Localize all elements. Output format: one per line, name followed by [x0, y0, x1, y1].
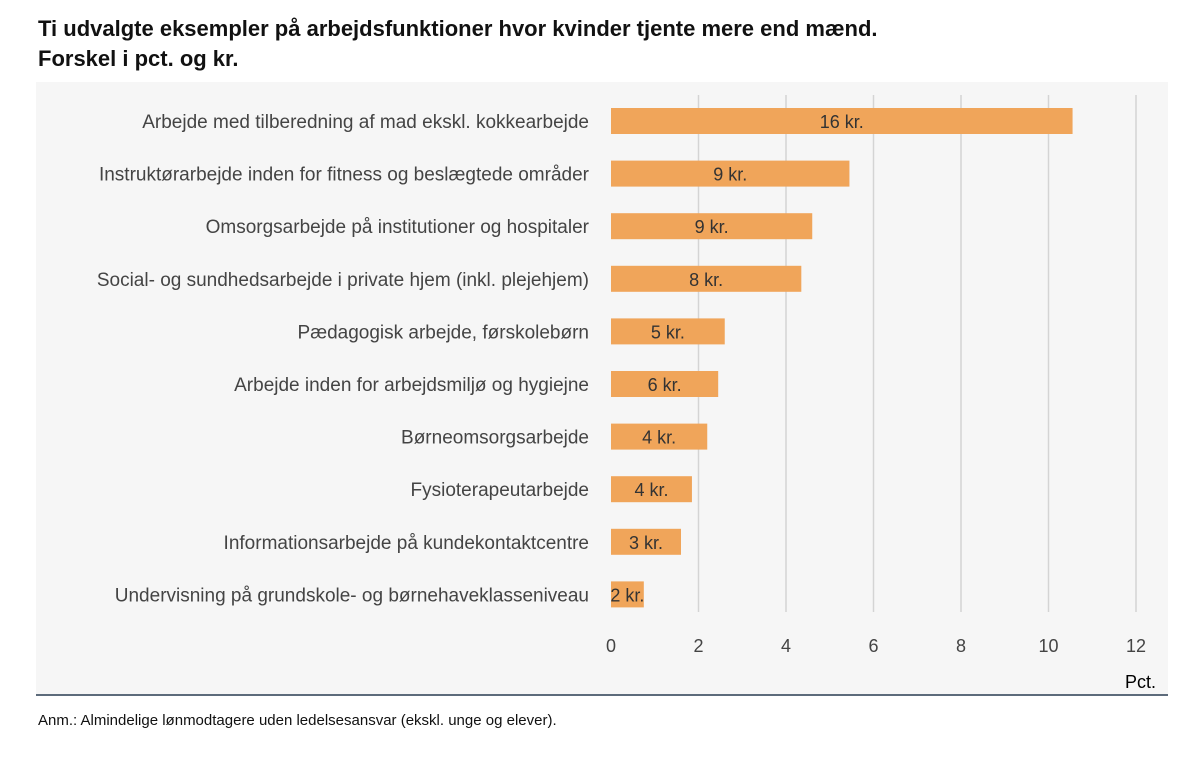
- category-label: Undervisning på grundskole- og børnehave…: [115, 585, 589, 606]
- bar: [611, 371, 719, 397]
- category-label: Børneomsorgsarbejde: [401, 428, 589, 449]
- bar: [611, 476, 692, 503]
- chart-title-line-1: Ti udvalgte eksempler på arbejdsfunktion…: [38, 16, 878, 41]
- category-label: Arbejde med tilberedning af mad ekskl. k…: [142, 112, 589, 133]
- x-tick-label: 12: [1126, 636, 1146, 656]
- data-label: 9 kr.: [695, 217, 729, 237]
- x-tick-label: 4: [781, 636, 791, 656]
- data-label: 8 kr.: [689, 270, 723, 290]
- category-label: Fysioterapeutarbejde: [411, 480, 590, 501]
- category-label: Informationsarbejde på kundekontaktcentr…: [224, 533, 589, 554]
- x-tick-label: 10: [1038, 636, 1058, 656]
- category-label: Social- og sundhedsarbejde i private hje…: [97, 270, 589, 291]
- data-label: 4 kr.: [642, 428, 676, 448]
- bar: [611, 108, 1073, 134]
- bar: [611, 160, 850, 187]
- x-tick-label: 0: [606, 636, 616, 656]
- data-label: 16 kr.: [820, 112, 864, 132]
- chart-title-line-2: Forskel i pct. og kr.: [38, 46, 239, 71]
- category-label: Omsorgsarbejde på institutioner og hospi…: [206, 217, 590, 238]
- category-label: Instruktørarbejde inden for fitness og b…: [99, 165, 590, 186]
- data-label: 2 kr.: [610, 585, 644, 605]
- data-label: 4 kr.: [634, 480, 668, 500]
- category-label: Arbejde inden for arbejdsmiljø og hygiej…: [234, 375, 589, 396]
- bar: [611, 423, 708, 450]
- data-label: 6 kr.: [648, 375, 682, 395]
- bar: [611, 581, 644, 608]
- data-label: 9 kr.: [713, 165, 747, 185]
- plot-area: [36, 82, 1168, 694]
- footer-divider: [36, 694, 1168, 696]
- bar: [611, 528, 681, 555]
- x-axis-unit-label: Pct.: [1125, 672, 1156, 692]
- x-tick-label: 2: [693, 636, 703, 656]
- bar: [611, 265, 802, 292]
- data-label: 5 kr.: [651, 322, 685, 342]
- x-tick-label: 8: [956, 636, 966, 656]
- bar: [611, 213, 813, 240]
- data-label: 3 kr.: [629, 533, 663, 553]
- chart-title: Ti udvalgte eksempler på arbejdsfunktion…: [38, 14, 878, 74]
- footnote: Anm.: Almindelige lønmodtagere uden lede…: [38, 712, 557, 729]
- category-labels: Arbejde med tilberedning af mad ekskl. k…: [97, 112, 590, 606]
- bars: 16 kr. 9 kr. 9 kr. 8 kr. 5 kr. 6 kr. 4 kr. 4 kr…: [610, 108, 1073, 608]
- x-axis-ticks: 0 2 4 6 8 10 12: [606, 636, 1146, 656]
- category-label: Pædagogisk arbejde, førskolebørn: [298, 322, 589, 343]
- x-tick-label: 6: [868, 636, 878, 656]
- bar: [611, 318, 725, 345]
